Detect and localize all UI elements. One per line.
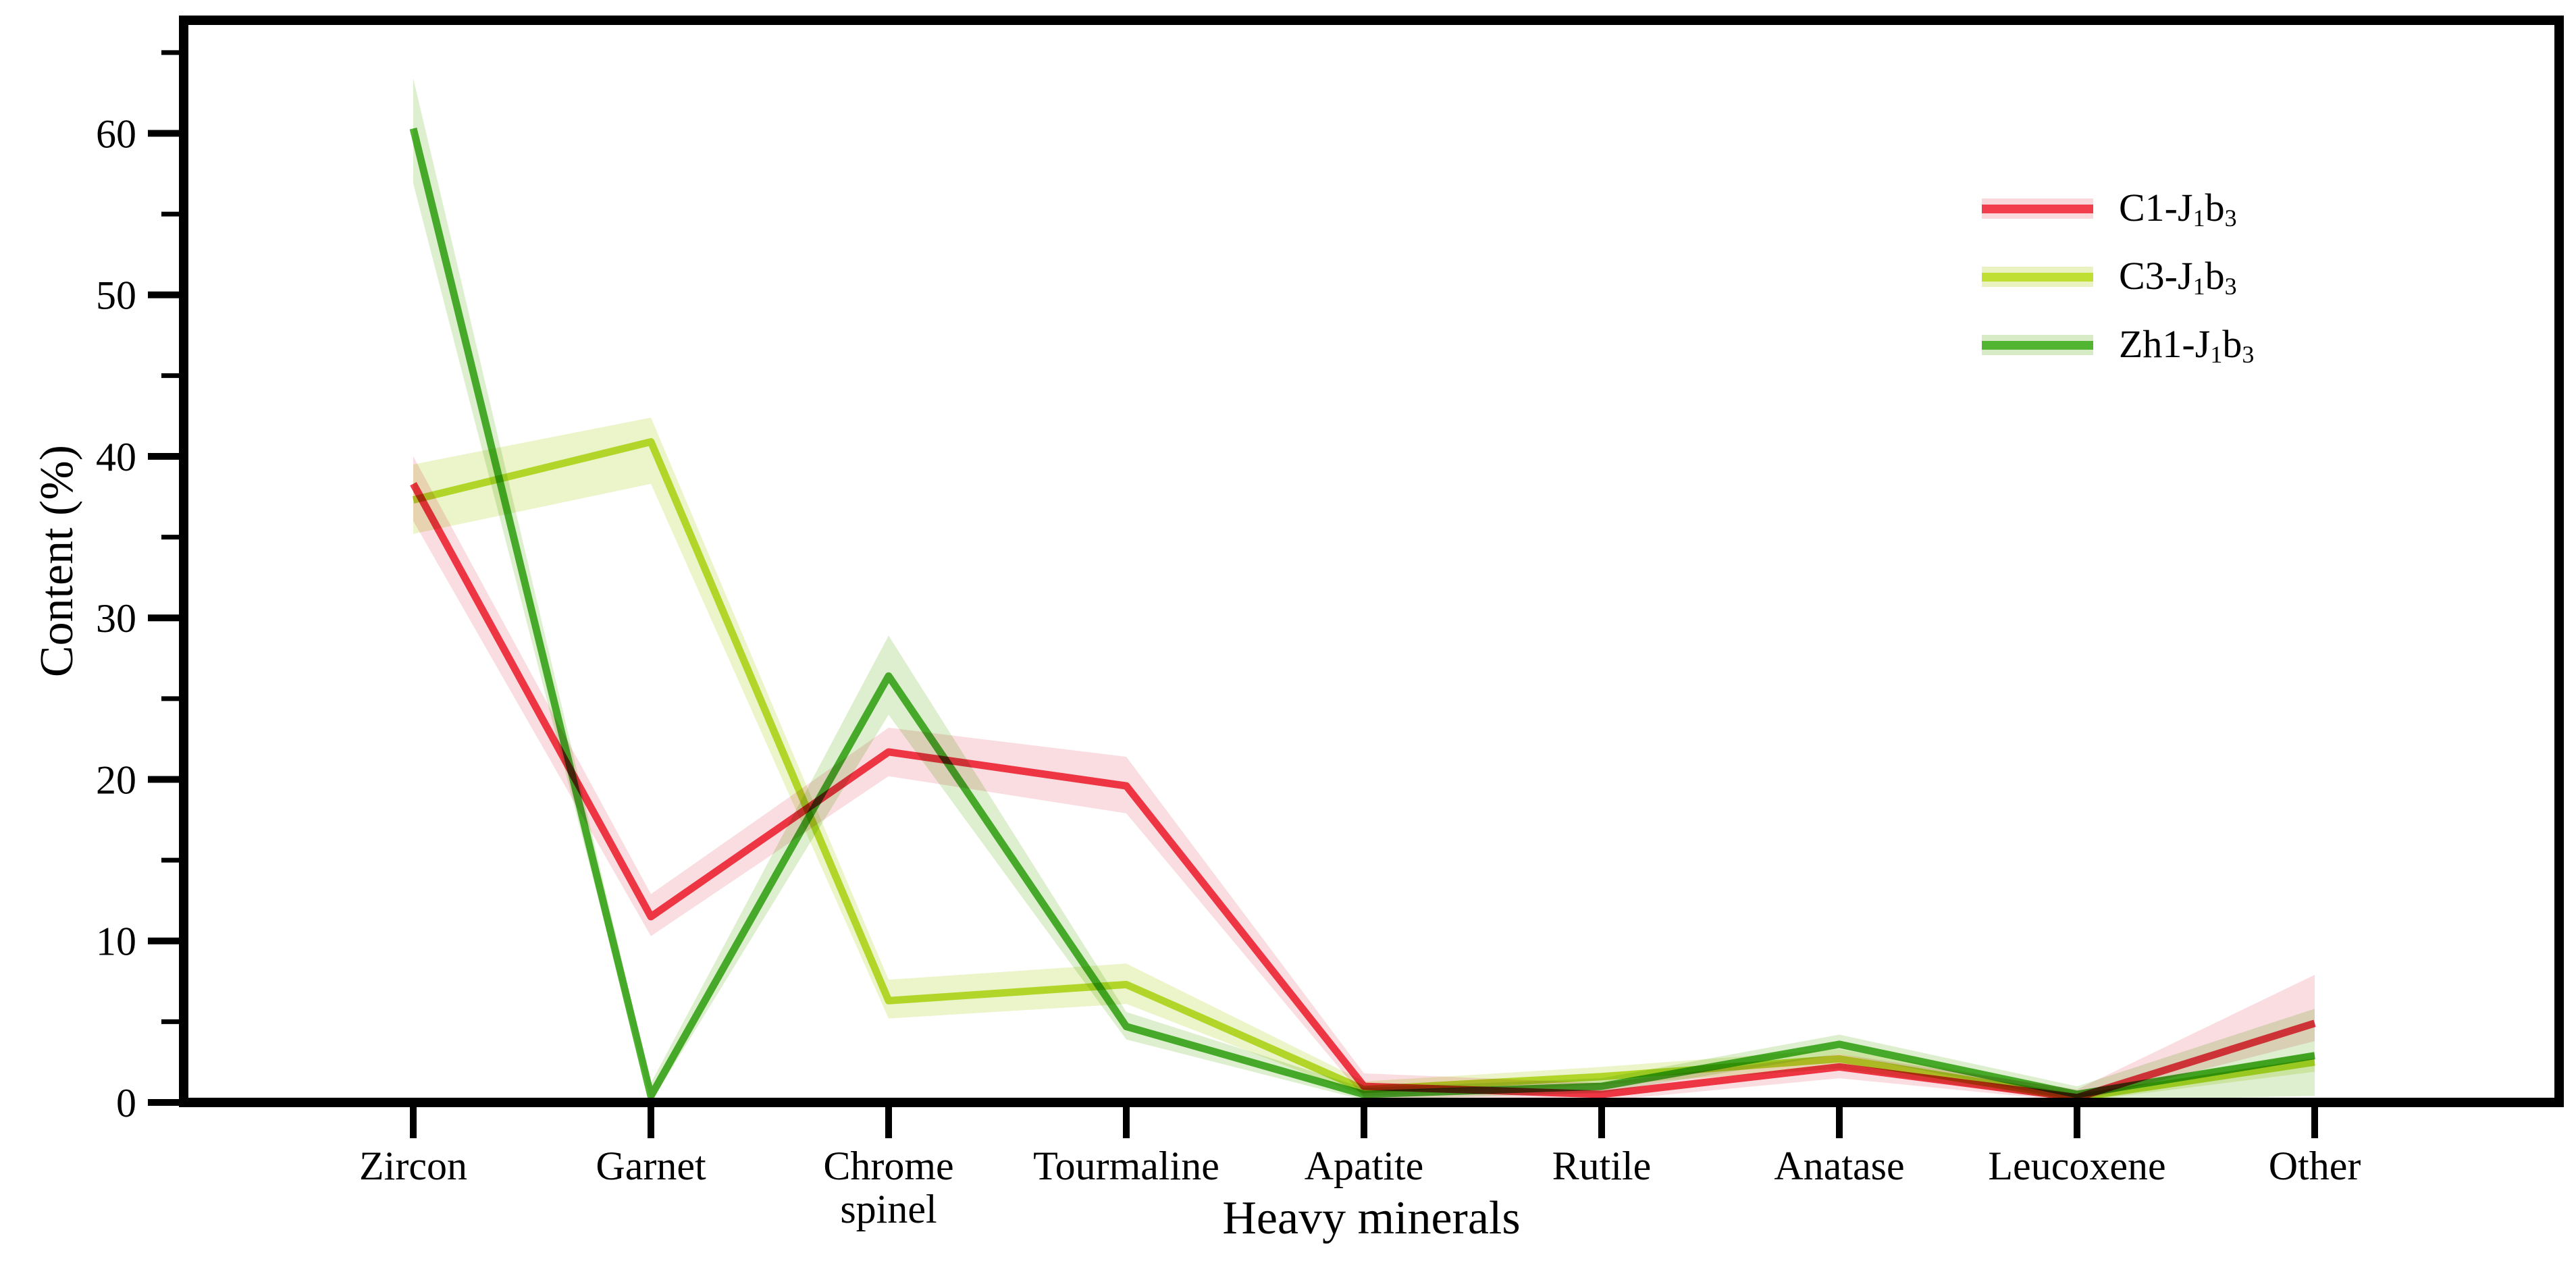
legend-line-sample	[1982, 265, 2093, 288]
y-tick-label: 40	[96, 435, 136, 479]
series-line-C3-J1b3	[412, 437, 2315, 1102]
series-band-C3-J1b3	[413, 417, 2315, 1102]
x-tick-label: Anatase	[1774, 1144, 1904, 1188]
y-axis-title-wrap: Content (%)	[20, 20, 95, 1102]
x-tick-label: Apatite	[1305, 1144, 1424, 1188]
y-tick-label: 50	[96, 273, 136, 318]
y-tick-label: 20	[96, 757, 136, 802]
x-tick-label: Rutile	[1552, 1144, 1652, 1188]
legend-label: C3-J1b3	[2119, 253, 2237, 300]
x-axis-title: Heavy minerals	[1222, 1192, 1521, 1244]
plot-border	[179, 16, 2564, 1107]
y-axis-title: Content (%)	[31, 445, 83, 678]
y-tick-label: 30	[96, 596, 136, 641]
x-tick-label: Tourmaline	[1033, 1144, 1219, 1188]
x-tick-label: Zircon	[359, 1144, 467, 1188]
x-tick-label: Chrome	[823, 1144, 953, 1188]
series-line-Zh1-J1b3	[409, 127, 2315, 1100]
legend-label: C1-J1b3	[2119, 185, 2237, 232]
legend-item: C3-J1b3	[1982, 242, 2254, 311]
legend-line-swatch	[1982, 272, 2093, 282]
y-tick-label: 0	[116, 1081, 136, 1125]
x-tick-label: Garnet	[596, 1144, 706, 1188]
x-tick-label: spinel	[840, 1187, 937, 1231]
legend-line-sample	[1982, 334, 2093, 356]
legend-line-sample	[1982, 197, 2093, 220]
legend-item: C1-J1b3	[1982, 174, 2254, 242]
x-axis-title-wrap: Heavy minerals	[184, 1195, 2559, 1242]
legend-item: Zh1-J1b3	[1982, 311, 2254, 379]
x-tick-label: Other	[2269, 1144, 2361, 1188]
legend-line-swatch	[1982, 204, 2093, 213]
legend-line-swatch	[1982, 340, 2093, 350]
y-tick-label: 10	[96, 919, 136, 964]
x-tick-label: Leucoxene	[1988, 1144, 2165, 1188]
y-tick-label: 60	[96, 111, 136, 156]
legend-label: Zh1-J1b3	[2119, 321, 2255, 368]
legend: C1-J1b3 C3-J1b3 Zh1-J1b3	[1982, 174, 2254, 379]
